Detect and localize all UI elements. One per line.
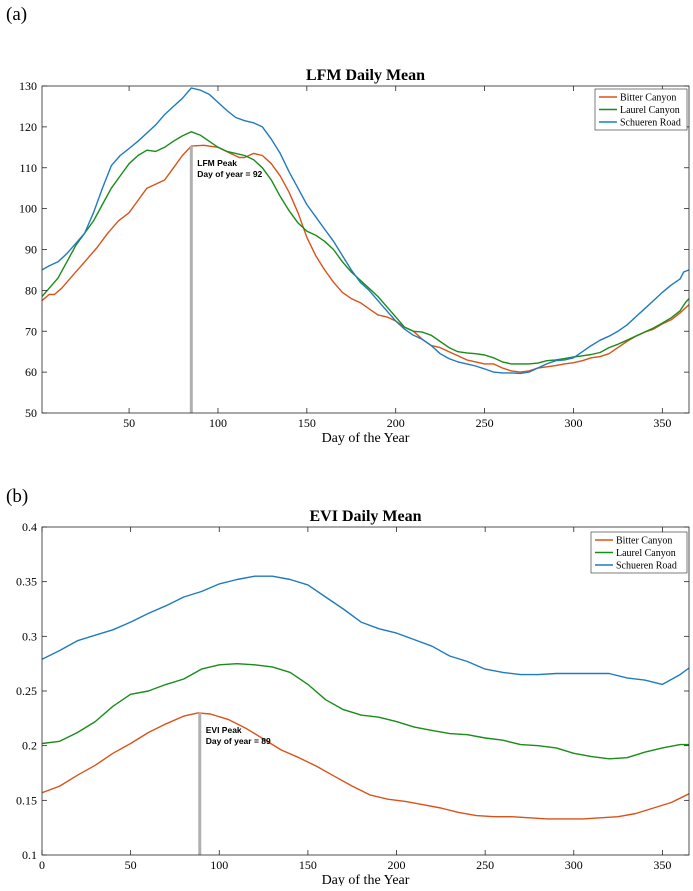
x-tick-label: 300 — [565, 858, 583, 872]
y-tick-label: 0.15 — [16, 793, 37, 807]
legend-entry: Schueren Road — [620, 118, 681, 129]
peak-annotation-line-1: EVI Peak — [206, 725, 242, 735]
x-tick-label: 0 — [39, 858, 45, 872]
series-group — [42, 87, 689, 375]
x-tick-label: 50 — [123, 416, 135, 430]
series-line-schueren-road — [42, 575, 689, 686]
x-tick-label: 350 — [653, 858, 671, 872]
chart-title: LFM Daily Mean — [306, 67, 425, 84]
peak-annotation-line-2: Day of year = 89 — [206, 736, 271, 746]
y-tick-label: 120 — [19, 120, 37, 134]
series-line-schueren-road — [42, 87, 689, 375]
x-tick-label: 150 — [299, 858, 317, 872]
x-tick-label: 300 — [564, 416, 582, 430]
legend-entry: Bitter Canyon — [620, 93, 676, 104]
legend-entry: Laurel Canyon — [616, 548, 676, 559]
series-line-bitter-canyon — [42, 144, 689, 373]
y-tick-label: 50 — [25, 406, 37, 420]
peak-annotation-line-2: Day of year = 92 — [197, 169, 262, 179]
peak-annotation-line-1: LFM Peak — [197, 158, 237, 168]
axes-box — [41, 526, 690, 856]
y-tick-label: 60 — [25, 365, 37, 379]
panel-label-b: (b) — [6, 486, 29, 507]
y-tick-label: 0.35 — [16, 575, 37, 589]
y-tick-label: 0.25 — [16, 684, 37, 698]
x-tick-label: 250 — [476, 858, 494, 872]
chart-title: EVI Daily Mean — [310, 508, 422, 525]
x-tick-label: 200 — [387, 416, 405, 430]
series-line-laurel-canyon — [42, 663, 689, 760]
y-tick-label: 0.4 — [22, 520, 37, 534]
legend-entry: Bitter Canyon — [616, 536, 672, 547]
y-tick-label: 100 — [19, 202, 37, 216]
series-line-bitter-canyon — [42, 712, 689, 820]
y-tick-label: 0.1 — [22, 848, 37, 862]
legend-entry: Laurel Canyon — [620, 105, 680, 116]
x-axis-label: Day of the Year — [322, 431, 410, 446]
y-tick-label: 110 — [19, 161, 37, 175]
y-tick-label: 0.2 — [22, 739, 37, 753]
legend-entry: Schueren Road — [616, 561, 677, 572]
x-axis-label: Day of the Year — [322, 873, 410, 886]
y-tick-label: 90 — [25, 243, 37, 257]
x-tick-label: 350 — [653, 416, 671, 430]
y-tick-label: 80 — [25, 283, 37, 297]
x-tick-label: 150 — [298, 416, 316, 430]
x-tick-label: 250 — [476, 416, 494, 430]
y-tick-label: 70 — [25, 324, 37, 338]
x-tick-label: 200 — [388, 858, 406, 872]
series-line-laurel-canyon — [42, 131, 689, 365]
x-tick-label: 50 — [125, 858, 137, 872]
y-tick-label: 0.3 — [22, 629, 37, 643]
x-tick-label: 100 — [210, 858, 228, 872]
axes-box — [41, 85, 690, 414]
series-group — [42, 575, 689, 820]
x-tick-label: 100 — [209, 416, 227, 430]
y-tick-label: 130 — [19, 79, 37, 93]
panel-label-a: (a) — [6, 4, 28, 25]
